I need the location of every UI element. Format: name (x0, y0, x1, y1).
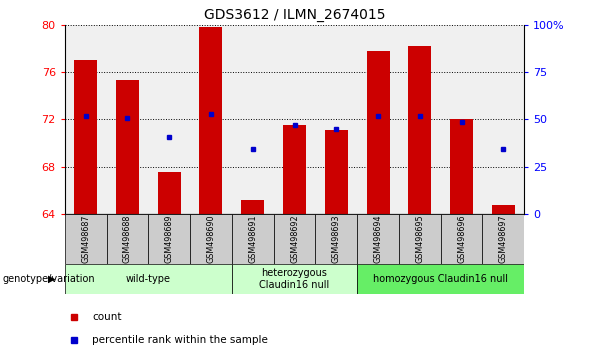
Text: ▶: ▶ (48, 274, 56, 284)
Text: homozygous Claudin16 null: homozygous Claudin16 null (373, 274, 508, 284)
Bar (366, 51, 389, 214)
Bar (190, 214, 232, 264)
Text: GSM498692: GSM498692 (290, 215, 299, 263)
Bar (482, 214, 524, 264)
Bar (325, 130, 348, 214)
Text: GSM498693: GSM498693 (332, 215, 341, 263)
Bar (232, 214, 274, 264)
Bar (232, 264, 357, 294)
Bar (200, 27, 223, 214)
Bar (241, 200, 264, 214)
Bar (492, 205, 515, 214)
Text: GSM498690: GSM498690 (207, 215, 216, 263)
Bar (283, 125, 306, 214)
Text: percentile rank within the sample: percentile rank within the sample (92, 335, 268, 346)
Text: genotype/variation: genotype/variation (3, 274, 95, 284)
Bar (65, 214, 107, 264)
Text: count: count (92, 312, 122, 322)
Text: wild-type: wild-type (126, 274, 171, 284)
Text: GSM498694: GSM498694 (373, 215, 382, 263)
Bar (148, 214, 190, 264)
Text: GSM498697: GSM498697 (499, 215, 508, 263)
Title: GDS3612 / ILMN_2674015: GDS3612 / ILMN_2674015 (204, 8, 385, 22)
Bar (274, 214, 315, 264)
Bar (315, 214, 357, 264)
Bar (357, 214, 399, 264)
Bar (116, 80, 139, 214)
Text: GSM498696: GSM498696 (457, 215, 466, 263)
Text: heterozygous
Claudin16 null: heterozygous Claudin16 null (259, 268, 330, 290)
Bar (65, 264, 232, 294)
Bar (399, 214, 441, 264)
Text: GSM498689: GSM498689 (165, 215, 174, 263)
Bar (450, 119, 473, 214)
Bar (158, 172, 181, 214)
Bar (74, 60, 97, 214)
Bar (441, 214, 482, 264)
Text: GSM498688: GSM498688 (123, 215, 132, 263)
Text: GSM498691: GSM498691 (248, 215, 257, 263)
Text: GSM498695: GSM498695 (415, 215, 424, 263)
Bar (107, 214, 148, 264)
Bar (357, 264, 524, 294)
Bar (408, 46, 431, 214)
Text: GSM498687: GSM498687 (81, 215, 90, 263)
